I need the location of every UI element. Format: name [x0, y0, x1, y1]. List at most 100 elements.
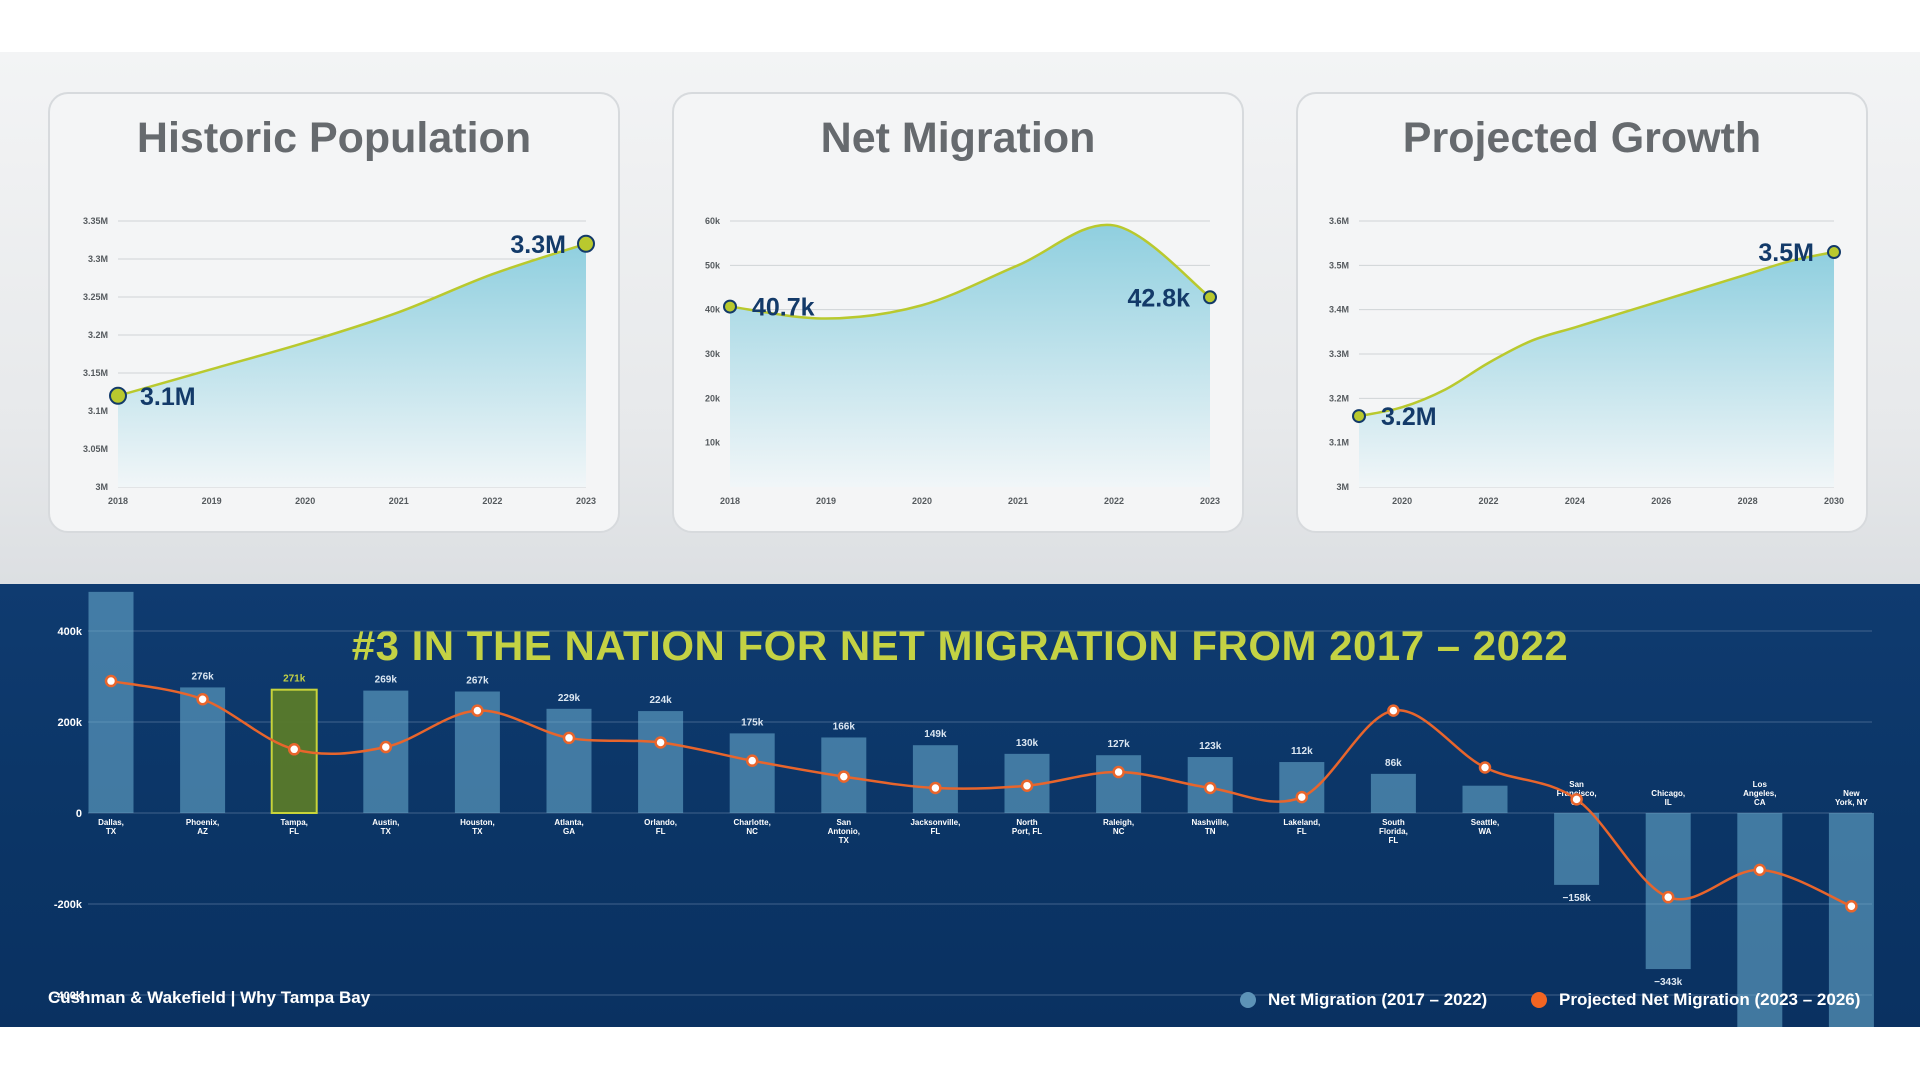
category-label: South	[1382, 818, 1405, 827]
bar-value-label: 267k	[466, 676, 489, 687]
net-migration-bar	[1370, 773, 1416, 813]
end-value-label: 42.8k	[1127, 284, 1190, 312]
projection-point	[379, 740, 393, 754]
bar-value-label: 175k	[741, 717, 764, 728]
y-tick-label: 30k	[705, 349, 721, 359]
historic-population-chart: 3M 3.05M 3.1M 3.15M 3.2M 3.25M 3.3M 3.35M 2018 20…	[83, 216, 596, 506]
projection-point	[1203, 781, 1217, 795]
category-label: Tampa,	[280, 818, 307, 827]
x-tick-label: 2026	[1651, 496, 1671, 506]
projection-point	[196, 693, 209, 706]
bar-value-label: 130k	[1016, 738, 1039, 749]
category-label: NC	[1113, 827, 1125, 836]
category-label: Angeles,	[1743, 789, 1776, 798]
category-label: New	[1843, 789, 1860, 798]
category-label: FL	[289, 827, 299, 836]
projected-growth-chart: 3M 3.1M 3.2M 3.3M 3.4M 3.5M 3.6M 2020 2022 2024 20…	[1329, 216, 1844, 506]
bar-value-label: 127k	[1107, 739, 1130, 750]
bar-value-label: 271k	[283, 674, 306, 685]
category-label: Nashville,	[1192, 818, 1229, 827]
category-label: Port, FL	[1012, 827, 1042, 836]
migration-ranking-title: #3 IN THE NATION FOR NET MIGRATION FROM …	[351, 622, 1569, 669]
bar-value-label: 123k	[1199, 741, 1222, 752]
x-tick-label: 2020	[912, 496, 932, 506]
projected-growth-title: Projected Growth	[1402, 114, 1762, 162]
category-label: WA	[1479, 827, 1492, 836]
y-tick-label: 3.2M	[1329, 393, 1349, 403]
category-label: Chicago,	[1651, 789, 1685, 798]
category-label: Phoenix,	[186, 818, 219, 827]
start-value-label: 3.1M	[140, 383, 196, 411]
category-label: AZ	[197, 827, 208, 836]
x-tick-label: 2021	[389, 496, 409, 506]
legend-projected-migration-label: Projected Net Migration (2023 – 2026)	[1559, 990, 1861, 1009]
x-tick-label: 2020	[295, 496, 315, 506]
legend-net-migration-swatch	[1240, 992, 1256, 1008]
projection-point	[562, 731, 576, 745]
x-tick-label: 2019	[202, 496, 222, 506]
category-label: FL	[656, 827, 666, 836]
net-migration-bar	[180, 687, 226, 813]
y-tick-label: 3.3M	[1329, 349, 1349, 359]
start-point	[723, 299, 737, 314]
end-value-label: 3.5M	[1758, 239, 1814, 267]
projection-point	[1020, 779, 1034, 792]
y-tick-label: 3M	[1336, 482, 1349, 492]
start-value-label: 3.2M	[1381, 403, 1437, 431]
y-tick-label: 3.1M	[1329, 438, 1349, 448]
projection-point	[837, 770, 851, 783]
category-label: Austin,	[372, 818, 399, 827]
category-label: Charlotte,	[734, 818, 771, 827]
net-migration-bar	[1554, 813, 1600, 885]
series-line	[117, 242, 587, 398]
projection-point	[1753, 863, 1767, 877]
bar-value-label: 112k	[1291, 746, 1313, 757]
x-tick-label: 2021	[1008, 496, 1028, 506]
net-migration-bar	[729, 733, 775, 813]
projection-point	[471, 704, 484, 717]
x-tick-label: 2018	[108, 496, 128, 506]
start-point	[109, 386, 127, 405]
y-tick-label: 0	[76, 808, 82, 820]
bar-value-label: 269k	[375, 675, 398, 686]
y-tick-label: -200k	[54, 899, 83, 911]
area-fill	[730, 224, 1210, 487]
projection-point	[929, 781, 942, 795]
y-tick-label: 3.05M	[83, 444, 108, 454]
y-tick-label: 3.4M	[1329, 305, 1349, 315]
series-line	[1358, 250, 1835, 418]
category-label: FL	[931, 827, 941, 836]
category-label: Jacksonville,	[910, 818, 960, 827]
y-tick-label: 200k	[58, 717, 83, 729]
source-credit: Cushman & Wakefield | Why Tampa Bay	[48, 988, 371, 1007]
net-migration-bar	[912, 745, 958, 813]
end-point	[1827, 245, 1841, 260]
category-label: Seattle,	[1471, 818, 1499, 827]
projection-point	[1661, 890, 1675, 904]
net-migration-chart: 10k 20k 30k 40k 50k 60k 2018 2019 2020 2021 2022 20…	[705, 216, 1220, 506]
bar-value-label: −158k	[1563, 893, 1592, 904]
bar-value-label: 229k	[558, 693, 581, 704]
x-tick-label: 2022	[1104, 496, 1124, 506]
category-label: Atlanta,	[554, 818, 583, 827]
projection-point	[1112, 765, 1125, 779]
projected-growth-card: Projected Growth 3M 3.1M 3.2M 3.3M 3.4M 3.5M 3…	[1296, 92, 1868, 533]
start-value-label: 40.7k	[752, 294, 815, 322]
historic-population-card: Historic Population 3M 3.05M 3.1M 3.15M 3.2M…	[48, 92, 620, 533]
category-label: North	[1016, 818, 1037, 827]
category-label: Raleigh,	[1103, 818, 1134, 827]
y-tick-label: 3.15M	[83, 368, 108, 378]
bar-value-label: 224k	[649, 695, 672, 706]
x-tick-label: 2023	[1200, 496, 1220, 506]
y-tick-label: 60k	[705, 216, 721, 226]
category-label: FL	[1389, 836, 1399, 845]
category-label: York, NY	[1835, 798, 1868, 807]
net-migration-title: Net Migration	[820, 114, 1096, 162]
y-tick-label: 40k	[705, 305, 721, 315]
bar-value-label: −343k	[1654, 977, 1683, 988]
area-fill	[118, 243, 586, 487]
category-label: IL	[1665, 798, 1672, 807]
y-tick-label: 20k	[705, 393, 721, 403]
y-tick-label: -400k	[54, 990, 83, 1002]
